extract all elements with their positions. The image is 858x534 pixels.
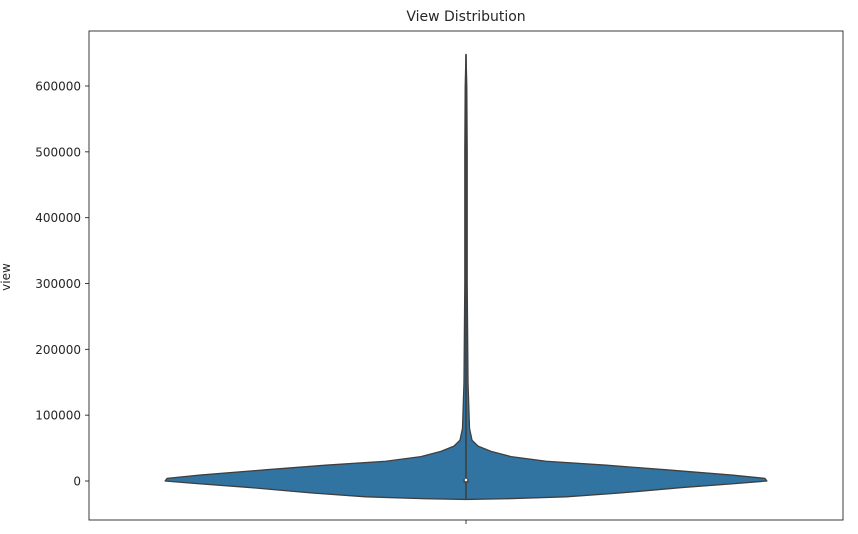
y-tick-label: 300000 [35,277,81,291]
y-tick-label: 100000 [35,409,81,423]
y-tick-label: 0 [73,475,81,489]
y-axis: 0 100000 200000 300000 400000 500000 600000 [35,80,89,489]
y-tick-label: 200000 [35,343,81,357]
y-axis-label: view [0,263,13,291]
chart-title: View Distribution [406,9,525,25]
y-tick-label: 500000 [35,145,81,159]
plot-area [164,53,768,501]
y-tick-label: 400000 [35,211,81,225]
violin-median-point [464,478,468,482]
plot-frame [88,30,844,521]
y-tick-label: 600000 [35,80,81,94]
